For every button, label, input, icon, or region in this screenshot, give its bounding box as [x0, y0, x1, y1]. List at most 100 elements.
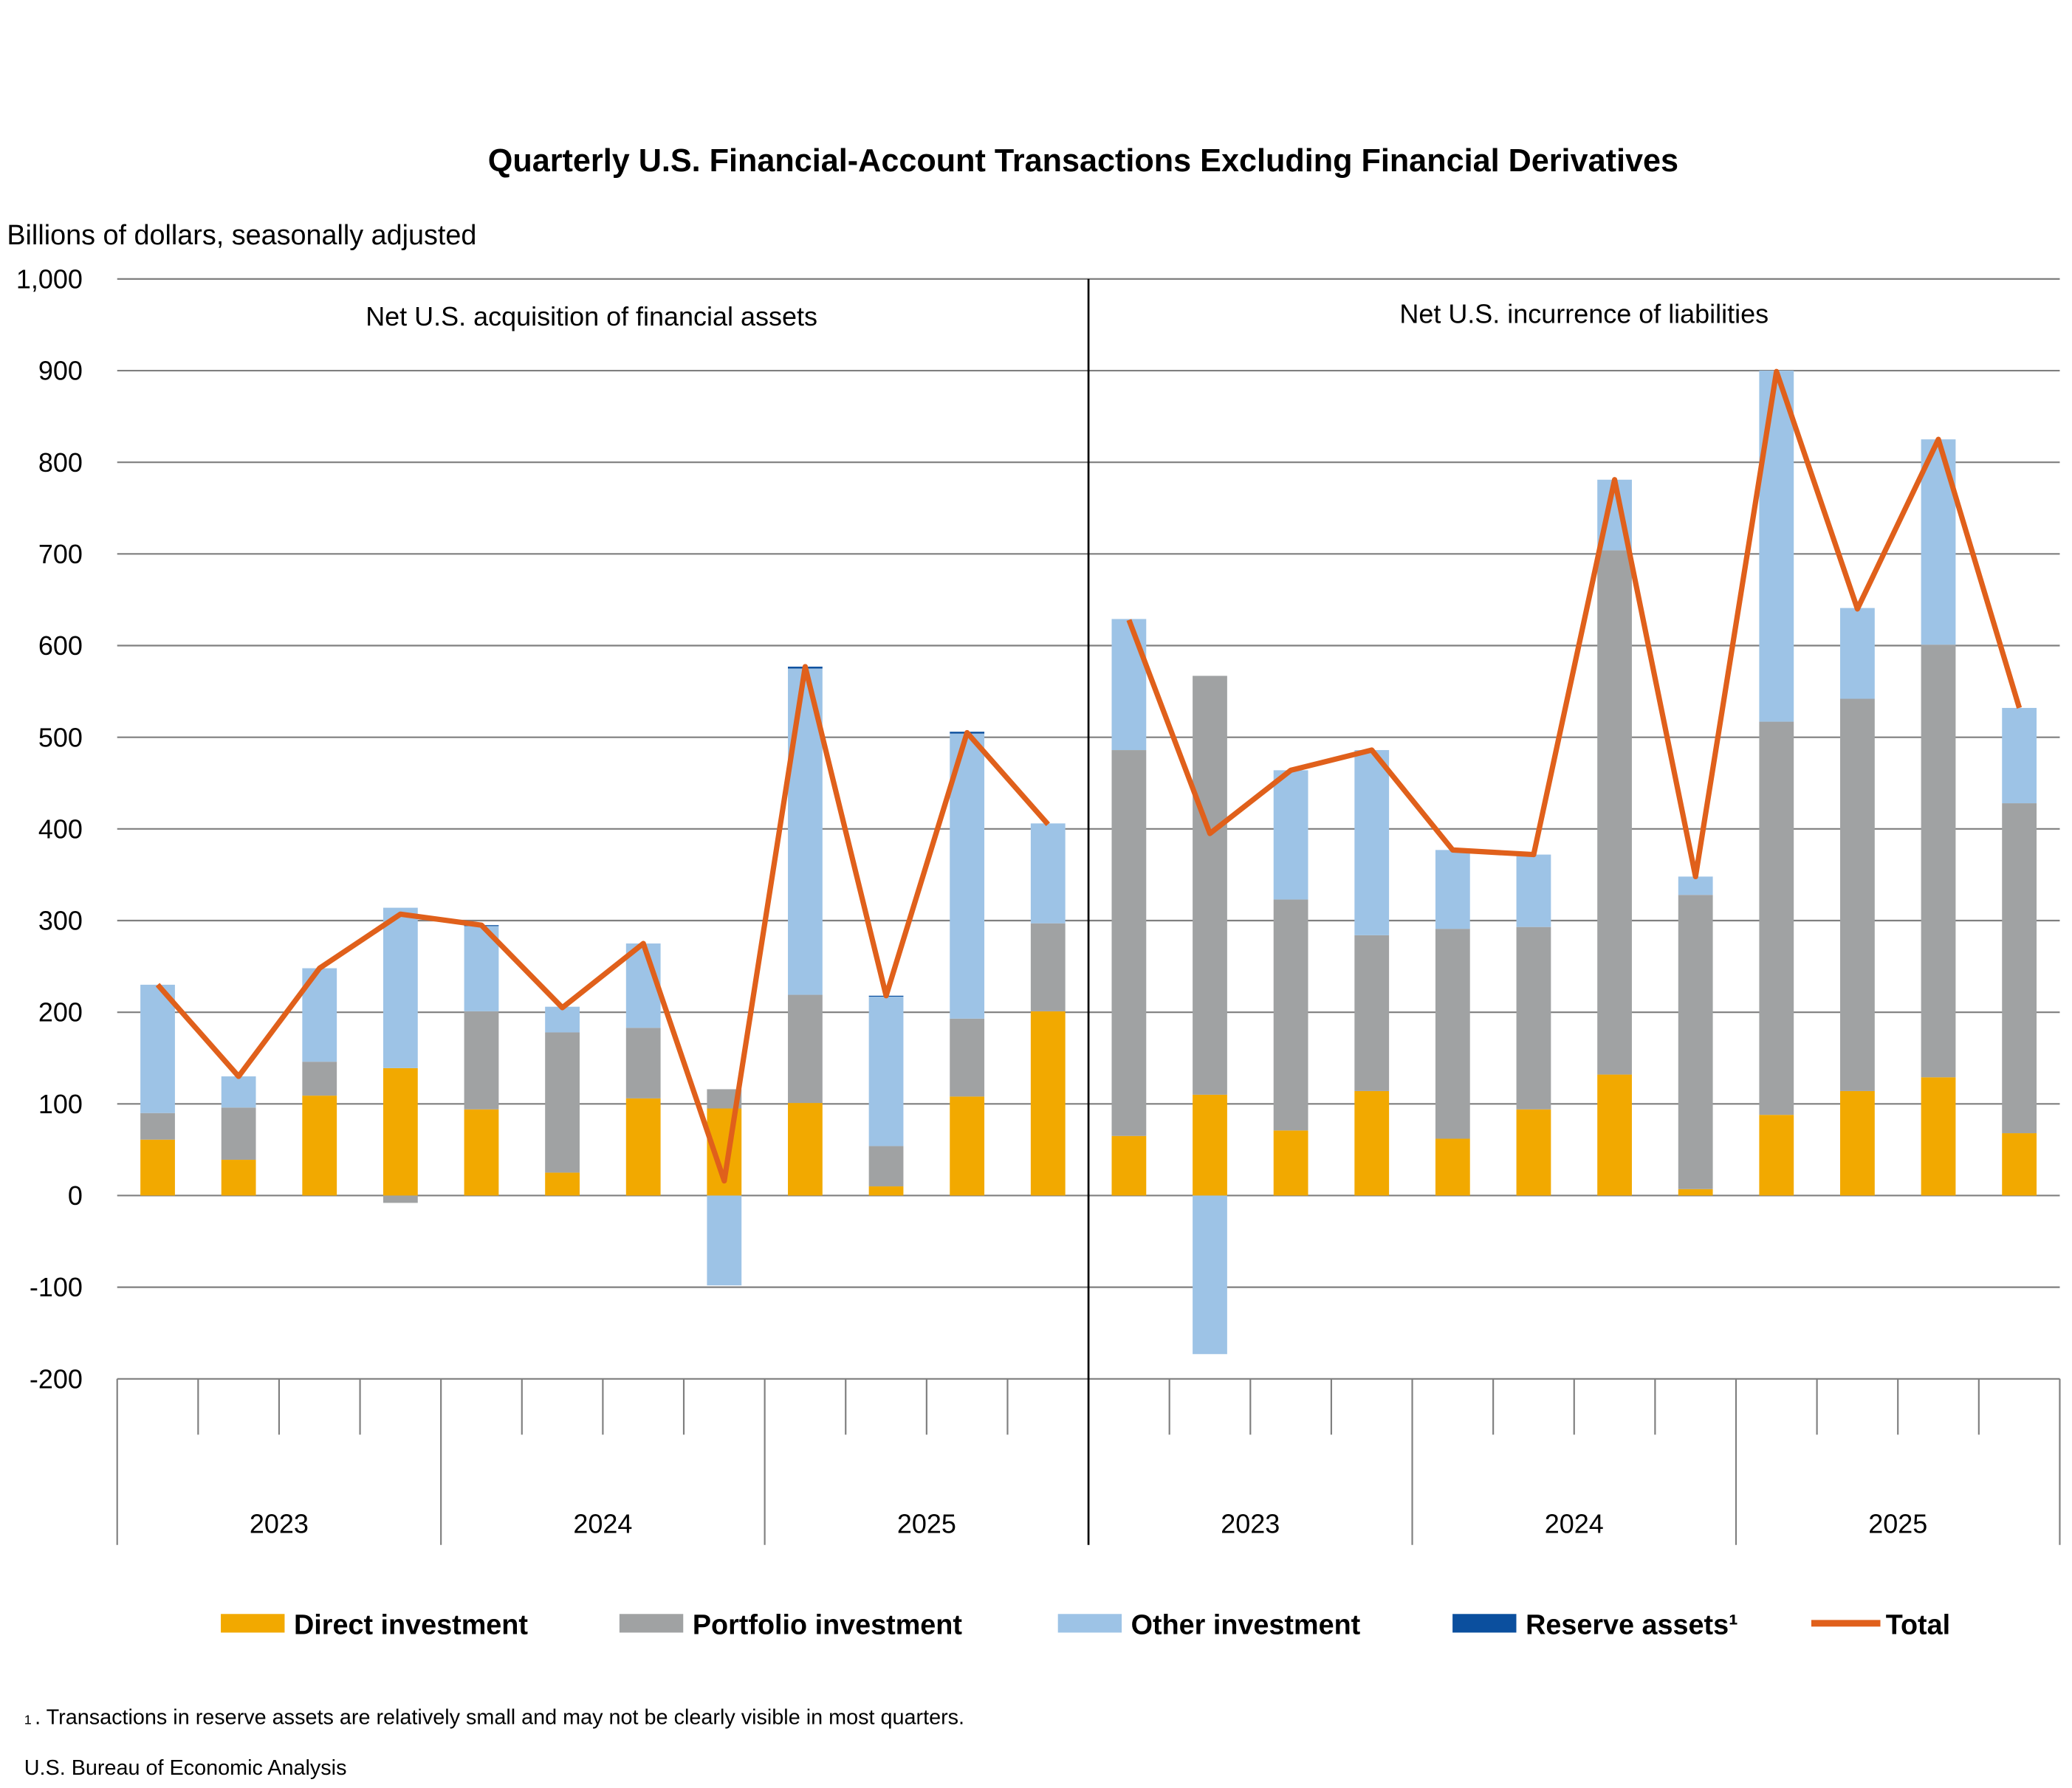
- bar-other: [1354, 750, 1390, 935]
- y-tick-label: 500: [38, 722, 83, 752]
- bar-portfolio: [1030, 923, 1066, 1011]
- bar-portfolio: [1516, 926, 1551, 1110]
- bar-direct: [868, 1186, 904, 1196]
- bar-portfolio: [868, 1146, 904, 1187]
- source: U.S. Bureau of Economic Analysis: [24, 1756, 347, 1780]
- x-year-label: 2024: [573, 1509, 632, 1539]
- legend-swatch-reserve: [1452, 1614, 1517, 1633]
- bar-direct: [1435, 1138, 1470, 1196]
- bar-portfolio: [302, 1062, 337, 1096]
- bar-direct: [1354, 1090, 1390, 1196]
- bar-other: [1030, 823, 1066, 924]
- y-tick-label: -100: [30, 1272, 83, 1302]
- bar-direct: [1840, 1090, 1875, 1196]
- bar-other: [1759, 371, 1794, 722]
- panel-label-liabilities: Net U.S. incurrence of liabilities: [1399, 298, 1769, 329]
- y-tick-label: 400: [38, 814, 83, 844]
- bar-direct: [1597, 1074, 1632, 1196]
- bar-other: [545, 1006, 580, 1033]
- bars: [140, 371, 2037, 1355]
- y-tick-label: 300: [38, 906, 83, 936]
- legend-label-portfolio: Portfolio investment: [693, 1609, 963, 1640]
- bar-other: [383, 907, 418, 1068]
- legend-label-other: Other investment: [1131, 1609, 1361, 1640]
- bar-direct: [625, 1098, 661, 1196]
- bar-other: [1111, 619, 1147, 751]
- legend-swatch-direct: [221, 1614, 285, 1633]
- bar-portfolio: [950, 1018, 985, 1097]
- y-axis-label: Billions of dollars, seasonally adjusted: [7, 220, 476, 251]
- total-line: [1126, 368, 2023, 879]
- bar-portfolio: [383, 1195, 418, 1203]
- bar-direct: [788, 1103, 823, 1196]
- bar-portfolio: [464, 1011, 499, 1110]
- legend-swatch-other: [1057, 1614, 1122, 1633]
- bar-other: [1516, 854, 1551, 927]
- x-year-label: 2023: [1221, 1509, 1280, 1539]
- total-lines: [155, 368, 2023, 1184]
- bar-portfolio: [1273, 899, 1308, 1131]
- legend-label-total: Total: [1886, 1609, 1950, 1640]
- bar-other: [1840, 608, 1875, 699]
- bar-other: [950, 733, 985, 1019]
- bar-direct: [1030, 1011, 1066, 1196]
- bar-portfolio: [1193, 675, 1227, 1095]
- bar-direct: [302, 1096, 337, 1196]
- bar-direct: [1193, 1094, 1227, 1196]
- footnote: . Transactions in reserve assets are rel…: [35, 1706, 964, 1730]
- bar-direct: [2002, 1133, 2037, 1196]
- bar-other: [140, 984, 175, 1113]
- bar-portfolio: [140, 1113, 175, 1140]
- x-year-label: 2025: [897, 1509, 956, 1539]
- chart-title: Quarterly U.S. Financial-Account Transac…: [488, 143, 1678, 179]
- bar-portfolio: [1678, 895, 1713, 1189]
- bar-direct: [464, 1109, 499, 1196]
- bar-other: [221, 1076, 256, 1108]
- bar-other: [2002, 707, 2037, 804]
- bar-portfolio: [1435, 929, 1470, 1139]
- legend-swatch-portfolio: [619, 1614, 684, 1633]
- panel-label-assets: Net U.S. acquisition of financial assets: [366, 301, 817, 331]
- bar-portfolio: [1597, 550, 1632, 1075]
- bar-direct: [140, 1139, 175, 1196]
- bar-direct: [1516, 1109, 1551, 1196]
- y-axis-ticks: -200 -100 0 100 200 300 400 500 600 700 800 900 1,00…: [16, 264, 83, 1394]
- bar-other: [1273, 770, 1308, 900]
- bar-portfolio: [788, 994, 823, 1104]
- y-tick-label: 0: [68, 1180, 83, 1211]
- x-year-label: 2025: [1868, 1509, 1927, 1539]
- x-year-label: 2023: [250, 1509, 309, 1539]
- bar-portfolio: [1759, 721, 1794, 1115]
- bar-direct: [545, 1172, 580, 1196]
- total-line: [155, 664, 1050, 1184]
- bar-other: [1435, 850, 1470, 929]
- y-tick-label: 1,000: [16, 264, 83, 294]
- bar-portfolio: [221, 1107, 256, 1161]
- bar-portfolio: [545, 1032, 580, 1173]
- bar-other: [625, 943, 661, 1028]
- bar-direct: [1921, 1077, 1956, 1196]
- bar-portfolio: [1921, 644, 1956, 1078]
- bar-direct: [383, 1067, 418, 1196]
- bar-other: [1678, 876, 1713, 895]
- legend-label-reserve: Reserve assets¹: [1526, 1609, 1738, 1640]
- y-tick-label: 700: [38, 539, 83, 569]
- y-tick-label: 100: [38, 1089, 83, 1119]
- bar-direct: [1678, 1189, 1713, 1196]
- y-tick-label: 800: [38, 447, 83, 478]
- y-tick-label: 600: [38, 630, 83, 661]
- bar-other: [868, 997, 904, 1146]
- bar-portfolio: [1354, 935, 1390, 1091]
- bar-other: [707, 1195, 742, 1286]
- y-tick-label: 900: [38, 356, 83, 386]
- bar-portfolio: [625, 1028, 661, 1098]
- y-tick-label: 200: [38, 997, 83, 1028]
- x-year-label: 2024: [1545, 1509, 1604, 1539]
- footnote-marker: 1: [24, 1713, 32, 1727]
- bar-direct: [950, 1096, 985, 1196]
- bar-other: [1193, 1195, 1227, 1355]
- legend-label-direct: Direct investment: [294, 1609, 528, 1640]
- bar-portfolio: [2002, 803, 2037, 1134]
- bar-portfolio: [1111, 750, 1147, 1136]
